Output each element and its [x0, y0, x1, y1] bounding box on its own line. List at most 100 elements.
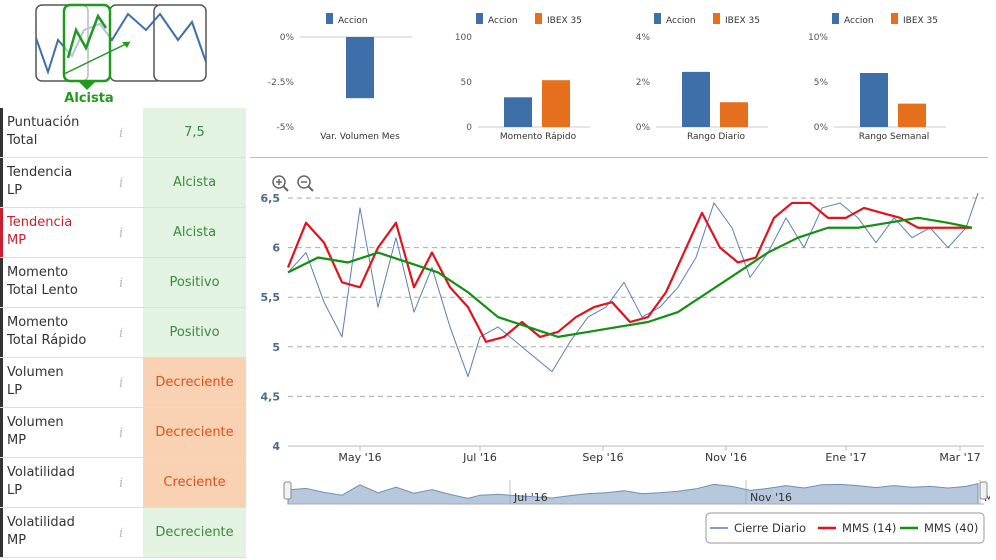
info-icon[interactable]: i: [119, 526, 124, 541]
x-tick-label: Ene '17: [825, 451, 866, 464]
trend-label: Alcista: [64, 91, 113, 106]
legend-item[interactable]: MMS (40): [924, 521, 978, 535]
zoom-in-icon[interactable]: [272, 175, 289, 192]
y-tick-label: 6,5: [261, 192, 281, 205]
metric-value: Alcista: [143, 208, 246, 257]
navigator-label: Nov '16: [750, 491, 792, 504]
bar[interactable]: [504, 97, 532, 127]
metric-label-line1: Volumen: [7, 415, 64, 430]
mini-chart: Accion 0% -2.5% -5% Var. Volumen Mes: [268, 13, 412, 142]
metric-value: Decreciente: [143, 358, 246, 407]
legend-item[interactable]: Cierre Diario: [734, 521, 806, 535]
metric-row: Puntuación Total i 7,5: [0, 108, 246, 158]
metric-label-line2: LP: [7, 483, 23, 498]
metric-label-line2: Total Rápido: [7, 333, 87, 348]
metric-row: Tendencia LP i Alcista: [0, 158, 246, 208]
y-tick-label: 0%: [814, 123, 829, 133]
legend-item[interactable]: MMS (14): [842, 521, 896, 535]
metric-value: Positivo: [143, 308, 246, 357]
navigator-label: Jul '16: [513, 491, 548, 504]
arrow-icon: [63, 41, 131, 75]
bar[interactable]: [860, 73, 888, 127]
bar[interactable]: [542, 80, 570, 127]
info-icon[interactable]: i: [119, 326, 124, 341]
info-icon[interactable]: i: [119, 376, 124, 391]
legend-label[interactable]: Accion: [844, 16, 874, 26]
legend-label[interactable]: Accion: [338, 16, 368, 26]
arrow-head-icon: [122, 42, 130, 48]
metric-row: Volatilidad LP i Creciente: [0, 458, 246, 508]
legend-swatch: [891, 13, 898, 24]
y-tick-label: 6: [272, 242, 280, 255]
metric-label-line1: Momento: [7, 315, 69, 330]
y-tick-label: -2.5%: [268, 78, 295, 88]
mini-chart-title: Momento Rápido: [500, 132, 577, 142]
metric-label-line1: Tendencia: [7, 165, 73, 180]
navigator-handle-right[interactable]: [979, 481, 988, 500]
y-tick-label: 5%: [814, 78, 829, 88]
info-icon[interactable]: i: [119, 276, 124, 291]
mini-chart: Accion IBEX 35 100 50 0 Momento Rápido: [455, 13, 590, 142]
y-tick-label: 5: [272, 341, 280, 354]
metric-row: Volumen MP i Decreciente: [0, 408, 246, 458]
mini-charts: Accion 0% -2.5% -5% Var. Volumen Mes Accion IB…: [262, 0, 992, 150]
legend-swatch: [832, 13, 839, 24]
legend-swatch: [326, 13, 333, 24]
metric-label-line2: LP: [7, 383, 23, 398]
info-icon[interactable]: i: [119, 426, 124, 441]
metric-label-line1: Momento: [7, 265, 69, 280]
bar[interactable]: [720, 102, 748, 127]
y-tick-label: 5,5: [261, 291, 281, 304]
navigator-handle-left[interactable]: [283, 481, 292, 500]
metric-label-line2: Total: [7, 133, 38, 148]
metric-row: Momento Total Rápido i Positivo: [0, 308, 246, 358]
legend-swatch: [535, 13, 542, 24]
trend-line-icon: [35, 12, 207, 76]
y-tick-label: -5%: [276, 123, 294, 133]
metric-value: Decreciente: [143, 508, 246, 557]
metric-row: Momento Total Lento i Positivo: [0, 258, 246, 308]
bar[interactable]: [346, 37, 374, 99]
info-icon[interactable]: i: [119, 476, 124, 491]
y-tick-label: 0%: [636, 123, 651, 133]
price-chart-svg: 6,5 6 5,5 5 4,5 4 May '16 Jul '16 Sep '16 Nov '16…: [261, 175, 996, 544]
mini-chart-title: Rango Semanal: [859, 132, 930, 142]
navigator-area: [287, 482, 979, 505]
legend-label[interactable]: Accion: [666, 16, 696, 26]
metric-label-line2: LP: [7, 183, 23, 198]
y-tick-label: 2%: [636, 78, 651, 88]
metric-label-line2: Total Lento: [7, 283, 78, 298]
metric-label-line1: Puntuación: [7, 115, 80, 130]
x-tick-label: Nov '16: [705, 451, 747, 464]
metric-label: Tendencia LP i: [0, 158, 136, 207]
series-line[interactable]: [287, 216, 973, 338]
y-tick-label: 4%: [636, 33, 651, 43]
metric-value: Positivo: [143, 258, 246, 307]
info-icon[interactable]: i: [119, 226, 124, 241]
legend-label[interactable]: Accion: [488, 16, 518, 26]
mini-chart: Accion IBEX 35 10% 5% 0% Rango Semanal: [808, 13, 946, 142]
metric-label: Volumen MP i: [0, 408, 136, 457]
info-icon[interactable]: i: [119, 176, 124, 191]
price-chart: 6,5 6 5,5 5 4,5 4 May '16 Jul '16 Sep '16 Nov '16…: [250, 162, 996, 556]
metrics-table: Puntuación Total i 7,5 Tendencia LP i Alcista Te…: [0, 108, 246, 558]
y-tick-label: 50: [461, 78, 473, 88]
info-icon[interactable]: i: [119, 126, 124, 141]
bar[interactable]: [898, 103, 926, 127]
metric-label: Volatilidad LP i: [0, 458, 136, 507]
legend-label[interactable]: IBEX 35: [725, 16, 760, 26]
y-tick-label: 4: [272, 440, 280, 453]
metric-label: Tendencia MP i: [0, 208, 136, 257]
legend-label[interactable]: IBEX 35: [547, 16, 582, 26]
chart-legend: Cierre Diario MMS (14) MMS (40): [705, 512, 985, 544]
series-line[interactable]: [287, 192, 979, 378]
legend-label[interactable]: IBEX 35: [903, 16, 938, 26]
metric-label-line2: MP: [7, 533, 27, 548]
bar[interactable]: [682, 71, 710, 127]
y-tick-label: 4,5: [261, 390, 281, 403]
mini-chart: Accion IBEX 35 4% 2% 0% Rango Diario: [636, 13, 768, 142]
zoom-out-icon[interactable]: [297, 175, 314, 192]
x-tick-label: Mar '17: [939, 451, 980, 464]
series-line[interactable]: [286, 201, 972, 343]
